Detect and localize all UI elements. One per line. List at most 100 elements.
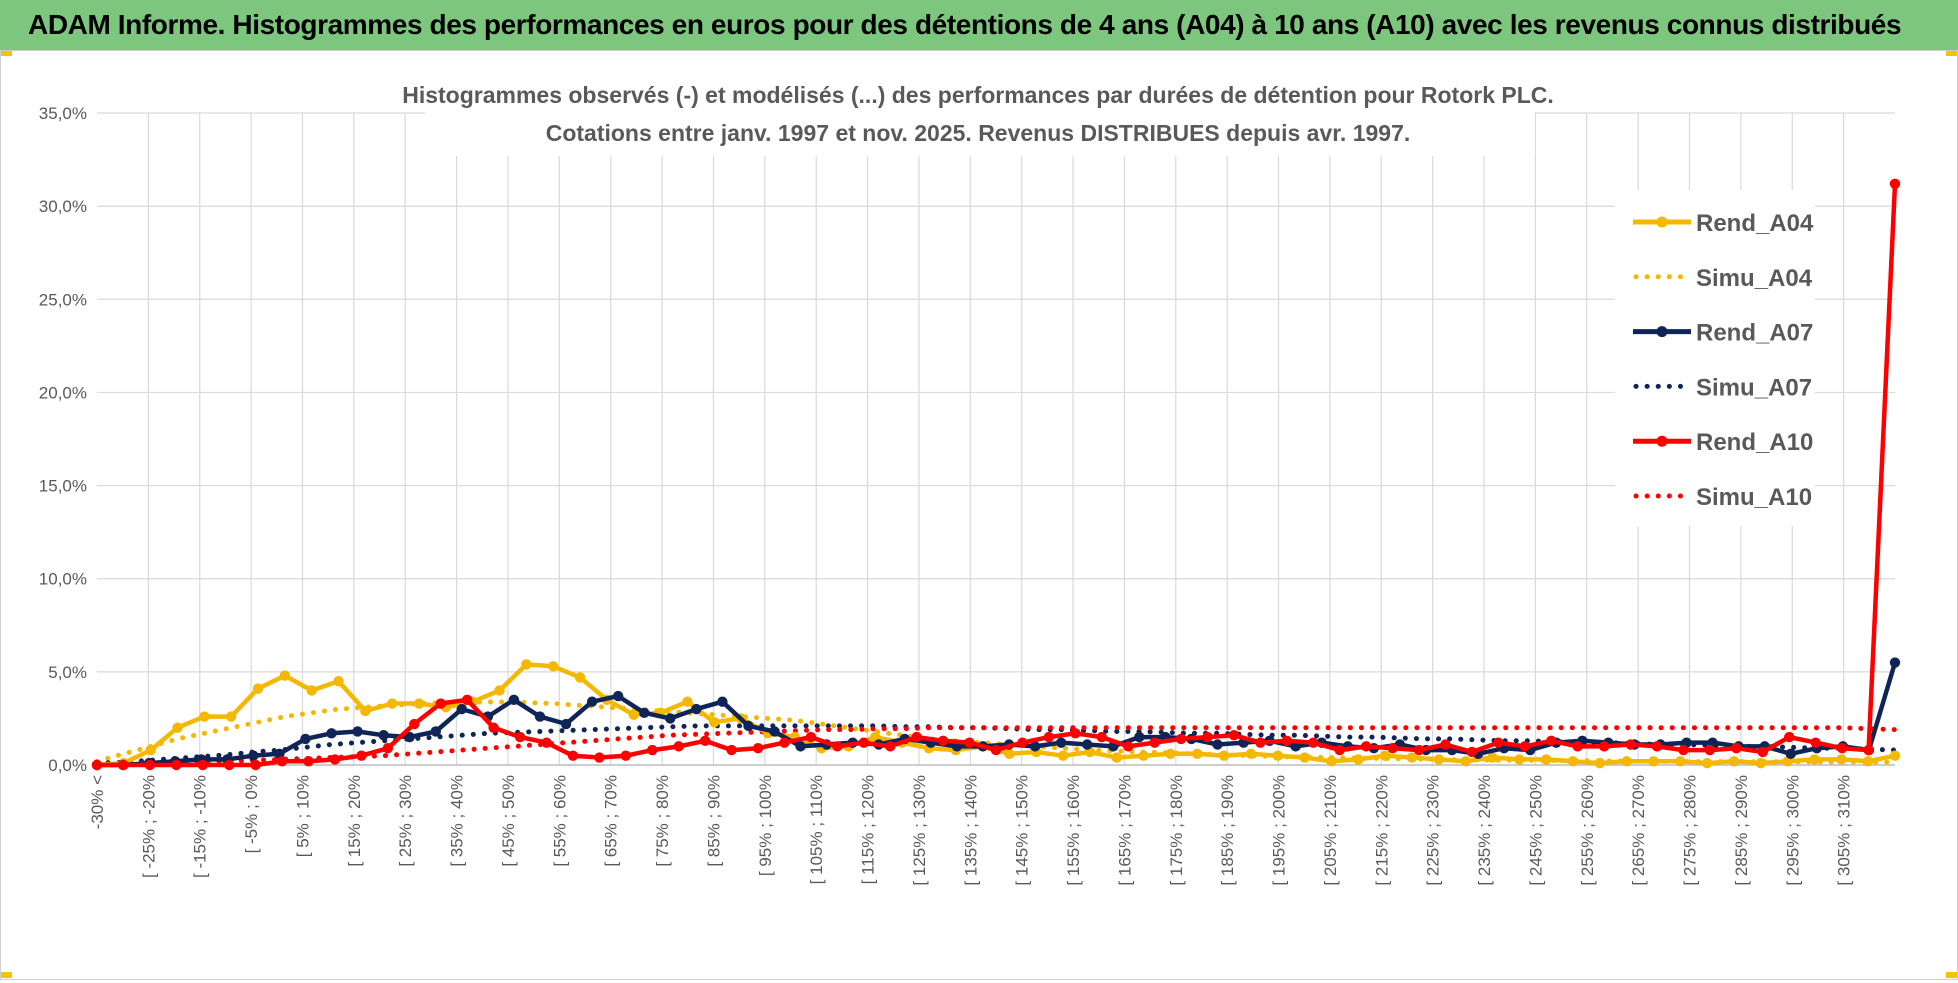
data-point <box>172 722 183 733</box>
data-point <box>1460 756 1471 767</box>
data-point <box>805 731 817 743</box>
data-point <box>1082 739 1093 750</box>
data-point <box>858 737 869 748</box>
data-point <box>488 722 499 733</box>
data-point <box>1255 737 1266 748</box>
data-point <box>1836 754 1847 765</box>
data-point <box>1704 744 1716 756</box>
x-tick-label: [ 255% ; 260% <box>1578 775 1597 886</box>
data-point <box>574 672 586 683</box>
x-tick-label: [ 105% ; 110% <box>807 775 826 884</box>
x-tick-label: [ -5% ; 0% <box>242 775 261 853</box>
data-point <box>752 743 764 754</box>
data-point <box>1567 756 1579 767</box>
x-tick-label: [ 45% ; 50% <box>499 775 518 867</box>
data-point <box>1598 741 1610 752</box>
data-point <box>1138 750 1149 761</box>
data-point <box>1863 744 1874 756</box>
data-point <box>329 754 341 765</box>
data-point <box>1004 748 1015 760</box>
data-point <box>144 759 156 771</box>
x-tick-label: [ 295% ; 300% <box>1783 775 1802 886</box>
x-tick-label: [ 235% ; 240% <box>1475 775 1494 886</box>
data-point <box>1245 748 1257 760</box>
data-point <box>1678 744 1689 756</box>
data-point <box>691 703 702 715</box>
data-point <box>300 733 311 745</box>
corner-accent <box>0 50 12 56</box>
data-point <box>964 737 975 748</box>
data-point <box>769 726 780 737</box>
data-point <box>628 709 639 720</box>
data-point <box>1487 752 1498 763</box>
data-point <box>306 685 317 696</box>
data-point <box>279 670 291 681</box>
data-point <box>352 726 363 737</box>
data-point <box>1466 746 1478 758</box>
data-point <box>276 756 288 767</box>
data-point <box>1519 741 1531 752</box>
data-point <box>303 756 314 767</box>
data-point <box>1514 754 1525 765</box>
legend-box <box>1615 190 1815 526</box>
data-point <box>534 711 546 722</box>
chart-title-background <box>425 70 1535 156</box>
y-tick-label: 30,0% <box>39 197 87 216</box>
data-point <box>224 759 235 771</box>
data-point <box>795 741 806 752</box>
x-tick-label: [ 305% ; 310% <box>1835 775 1854 886</box>
data-point <box>1651 741 1663 752</box>
x-tick-label: [ 175% ; 180% <box>1167 775 1186 886</box>
x-tick-label: [ 55% ; 60% <box>550 775 569 867</box>
data-point <box>594 752 605 763</box>
data-point <box>1017 737 1028 748</box>
data-point <box>1228 729 1240 741</box>
data-point <box>409 718 420 730</box>
data-point <box>1272 750 1283 761</box>
data-point <box>699 735 711 746</box>
data-point <box>911 731 922 743</box>
data-point <box>1353 754 1364 765</box>
x-tick-label: [ -15% ; -10% <box>191 775 210 878</box>
x-tick-label: [ 205% ; 210% <box>1321 775 1340 886</box>
data-point <box>1731 743 1742 754</box>
data-point <box>1134 731 1145 743</box>
x-tick-label: [ 165% ; 170% <box>1115 775 1134 886</box>
data-point <box>1546 735 1557 746</box>
data-point <box>1836 743 1848 754</box>
data-point <box>1889 657 1901 668</box>
data-point <box>1728 756 1740 767</box>
data-point <box>1889 178 1901 189</box>
data-point <box>1433 754 1444 765</box>
corner-accent <box>1946 50 1958 56</box>
legend-label: Simu_A10 <box>1696 484 1812 511</box>
data-point <box>1862 756 1874 767</box>
data-point <box>548 661 559 672</box>
data-point <box>1785 748 1796 760</box>
x-tick-label: -30% < <box>88 775 107 829</box>
legend-label: Rend_A04 <box>1696 210 1814 237</box>
data-point <box>1757 746 1768 758</box>
x-tick-label: [ 35% ; 40% <box>448 775 467 867</box>
data-point <box>1299 752 1310 763</box>
data-point <box>832 741 843 752</box>
data-point <box>779 737 790 748</box>
data-point <box>647 744 658 756</box>
legend-label: Simu_A07 <box>1696 374 1812 401</box>
data-point <box>171 759 182 771</box>
data-point <box>743 720 754 732</box>
x-tick-label: [ 125% ; 130% <box>910 775 929 886</box>
y-tick-label: 5,0% <box>48 663 87 682</box>
data-point <box>435 698 446 709</box>
data-point <box>1594 757 1606 769</box>
data-point <box>199 711 210 722</box>
legend-label: Rend_A07 <box>1696 320 1813 347</box>
data-point <box>1755 757 1767 769</box>
data-point <box>1308 737 1319 748</box>
legend-label: Rend_A10 <box>1696 429 1813 456</box>
data-point <box>1212 739 1223 750</box>
data-point <box>1192 748 1203 760</box>
data-point <box>1784 731 1795 743</box>
data-point <box>1810 737 1821 748</box>
data-point <box>1406 752 1418 763</box>
